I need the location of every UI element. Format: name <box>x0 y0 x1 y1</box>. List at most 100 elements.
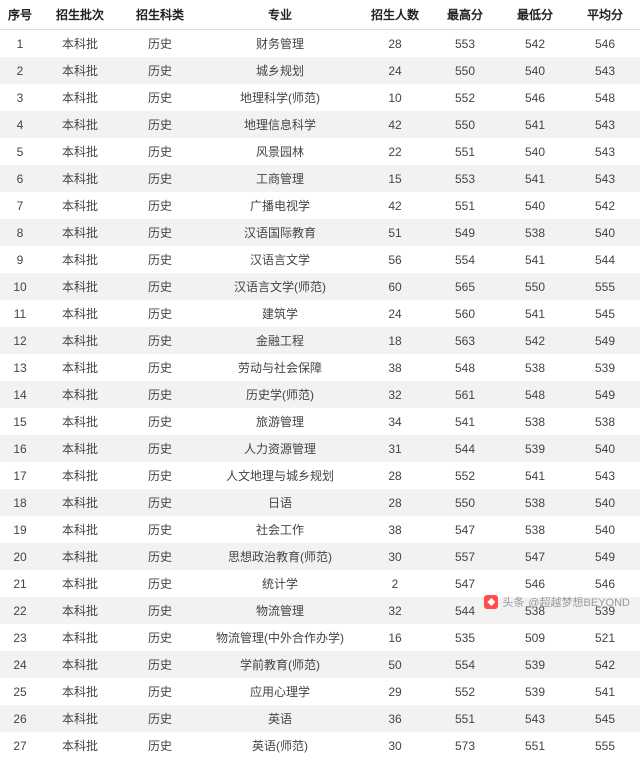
table-row: 6本科批历史工商管理15553541543 <box>0 165 640 192</box>
cell-max: 552 <box>430 678 500 705</box>
cell-subject: 历史 <box>120 624 200 651</box>
cell-batch: 本科批 <box>40 381 120 408</box>
cell-batch: 本科批 <box>40 192 120 219</box>
cell-min: 546 <box>500 84 570 111</box>
cell-subject: 历史 <box>120 651 200 678</box>
cell-max: 550 <box>430 57 500 84</box>
cell-seq: 20 <box>0 543 40 570</box>
cell-major: 历史学(师范) <box>200 381 360 408</box>
cell-min: 543 <box>500 705 570 732</box>
cell-subject: 历史 <box>120 138 200 165</box>
cell-max: 561 <box>430 381 500 408</box>
cell-subject: 历史 <box>120 732 200 759</box>
cell-count: 38 <box>360 354 430 381</box>
cell-subject: 历史 <box>120 192 200 219</box>
cell-count: 50 <box>360 651 430 678</box>
cell-subject: 历史 <box>120 30 200 58</box>
cell-batch: 本科批 <box>40 597 120 624</box>
cell-count: 2 <box>360 570 430 597</box>
cell-count: 60 <box>360 273 430 300</box>
table-row: 17本科批历史人文地理与城乡规划28552541543 <box>0 462 640 489</box>
table-row: 13本科批历史劳动与社会保障38548538539 <box>0 354 640 381</box>
cell-batch: 本科批 <box>40 543 120 570</box>
cell-subject: 历史 <box>120 597 200 624</box>
cell-count: 51 <box>360 219 430 246</box>
cell-avg: 543 <box>570 165 640 192</box>
cell-avg: 544 <box>570 246 640 273</box>
cell-seq: 22 <box>0 597 40 624</box>
cell-avg: 540 <box>570 489 640 516</box>
col-header-subject: 招生科类 <box>120 0 200 30</box>
cell-subject: 历史 <box>120 543 200 570</box>
cell-max: 547 <box>430 570 500 597</box>
cell-seq: 2 <box>0 57 40 84</box>
cell-batch: 本科批 <box>40 408 120 435</box>
cell-major: 地理信息科学 <box>200 111 360 138</box>
cell-batch: 本科批 <box>40 111 120 138</box>
cell-seq: 27 <box>0 732 40 759</box>
cell-subject: 历史 <box>120 516 200 543</box>
cell-count: 34 <box>360 408 430 435</box>
cell-count: 28 <box>360 30 430 58</box>
cell-count: 24 <box>360 57 430 84</box>
cell-min: 540 <box>500 57 570 84</box>
cell-major: 财务管理 <box>200 30 360 58</box>
cell-min: 538 <box>500 219 570 246</box>
cell-subject: 历史 <box>120 84 200 111</box>
cell-avg: 543 <box>570 57 640 84</box>
cell-major: 金融工程 <box>200 327 360 354</box>
cell-count: 30 <box>360 732 430 759</box>
table-row: 14本科批历史历史学(师范)32561548549 <box>0 381 640 408</box>
cell-max: 551 <box>430 192 500 219</box>
cell-major: 汉语国际教育 <box>200 219 360 246</box>
cell-subject: 历史 <box>120 570 200 597</box>
cell-avg: 538 <box>570 408 640 435</box>
cell-min: 548 <box>500 381 570 408</box>
cell-count: 28 <box>360 462 430 489</box>
cell-major: 城乡规划 <box>200 57 360 84</box>
cell-max: 550 <box>430 111 500 138</box>
cell-seq: 21 <box>0 570 40 597</box>
cell-subject: 历史 <box>120 354 200 381</box>
cell-major: 物流管理 <box>200 597 360 624</box>
cell-count: 30 <box>360 543 430 570</box>
cell-seq: 17 <box>0 462 40 489</box>
cell-batch: 本科批 <box>40 651 120 678</box>
table-row: 24本科批历史学前教育(师范)50554539542 <box>0 651 640 678</box>
cell-batch: 本科批 <box>40 57 120 84</box>
cell-count: 22 <box>360 138 430 165</box>
cell-min: 539 <box>500 435 570 462</box>
table-row: 7本科批历史广播电视学42551540542 <box>0 192 640 219</box>
cell-min: 546 <box>500 570 570 597</box>
cell-min: 547 <box>500 543 570 570</box>
cell-min: 542 <box>500 30 570 58</box>
cell-major: 英语 <box>200 705 360 732</box>
cell-subject: 历史 <box>120 111 200 138</box>
admissions-table: 序号 招生批次 招生科类 专业 招生人数 最高分 最低分 平均分 1本科批历史财… <box>0 0 640 759</box>
cell-avg: 540 <box>570 516 640 543</box>
cell-major: 汉语言文学(师范) <box>200 273 360 300</box>
cell-major: 统计学 <box>200 570 360 597</box>
cell-batch: 本科批 <box>40 435 120 462</box>
cell-avg: 555 <box>570 273 640 300</box>
cell-avg: 555 <box>570 732 640 759</box>
cell-batch: 本科批 <box>40 732 120 759</box>
table-row: 5本科批历史风景园林22551540543 <box>0 138 640 165</box>
cell-batch: 本科批 <box>40 165 120 192</box>
cell-min: 541 <box>500 111 570 138</box>
cell-min: 542 <box>500 327 570 354</box>
col-header-max: 最高分 <box>430 0 500 30</box>
table-row: 20本科批历史思想政治教育(师范)30557547549 <box>0 543 640 570</box>
cell-count: 36 <box>360 705 430 732</box>
cell-major: 思想政治教育(师范) <box>200 543 360 570</box>
cell-avg: 548 <box>570 84 640 111</box>
cell-max: 551 <box>430 705 500 732</box>
cell-count: 15 <box>360 165 430 192</box>
cell-min: 540 <box>500 138 570 165</box>
table-row: 1本科批历史财务管理28553542546 <box>0 30 640 58</box>
table-row: 19本科批历史社会工作38547538540 <box>0 516 640 543</box>
cell-subject: 历史 <box>120 489 200 516</box>
cell-avg: 541 <box>570 678 640 705</box>
watermark-handle: @超越梦想BEYOND <box>528 594 630 610</box>
cell-min: 538 <box>500 516 570 543</box>
